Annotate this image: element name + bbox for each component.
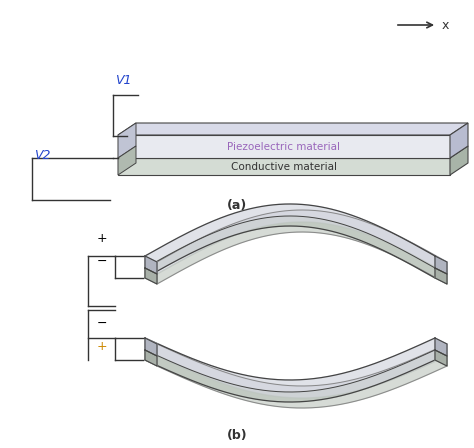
Polygon shape xyxy=(118,123,468,135)
Polygon shape xyxy=(157,344,447,398)
Text: +: + xyxy=(96,232,107,245)
Polygon shape xyxy=(145,350,435,402)
Polygon shape xyxy=(157,356,447,408)
Polygon shape xyxy=(118,158,450,175)
Polygon shape xyxy=(145,216,435,278)
Text: +: + xyxy=(96,340,107,353)
Polygon shape xyxy=(145,268,157,284)
Text: (a): (a) xyxy=(227,198,247,211)
Polygon shape xyxy=(145,338,435,392)
Polygon shape xyxy=(435,338,447,356)
Text: Conductive material: Conductive material xyxy=(231,161,337,172)
Polygon shape xyxy=(118,146,136,175)
Text: (b): (b) xyxy=(227,428,247,441)
Text: −: − xyxy=(96,316,107,329)
Polygon shape xyxy=(118,146,468,158)
Text: V1: V1 xyxy=(115,73,131,86)
Polygon shape xyxy=(118,123,136,158)
Polygon shape xyxy=(435,268,447,284)
Polygon shape xyxy=(435,350,447,366)
Polygon shape xyxy=(435,256,447,274)
Polygon shape xyxy=(118,135,450,158)
Polygon shape xyxy=(157,222,447,284)
Text: V2: V2 xyxy=(34,148,51,161)
Text: −: − xyxy=(96,254,107,267)
Polygon shape xyxy=(145,256,157,274)
Polygon shape xyxy=(450,123,468,158)
Polygon shape xyxy=(145,204,435,268)
Polygon shape xyxy=(145,350,157,366)
Polygon shape xyxy=(145,338,157,356)
Text: x: x xyxy=(442,18,449,31)
Polygon shape xyxy=(157,210,447,274)
Polygon shape xyxy=(450,146,468,175)
Text: Piezoelectric material: Piezoelectric material xyxy=(228,142,340,151)
